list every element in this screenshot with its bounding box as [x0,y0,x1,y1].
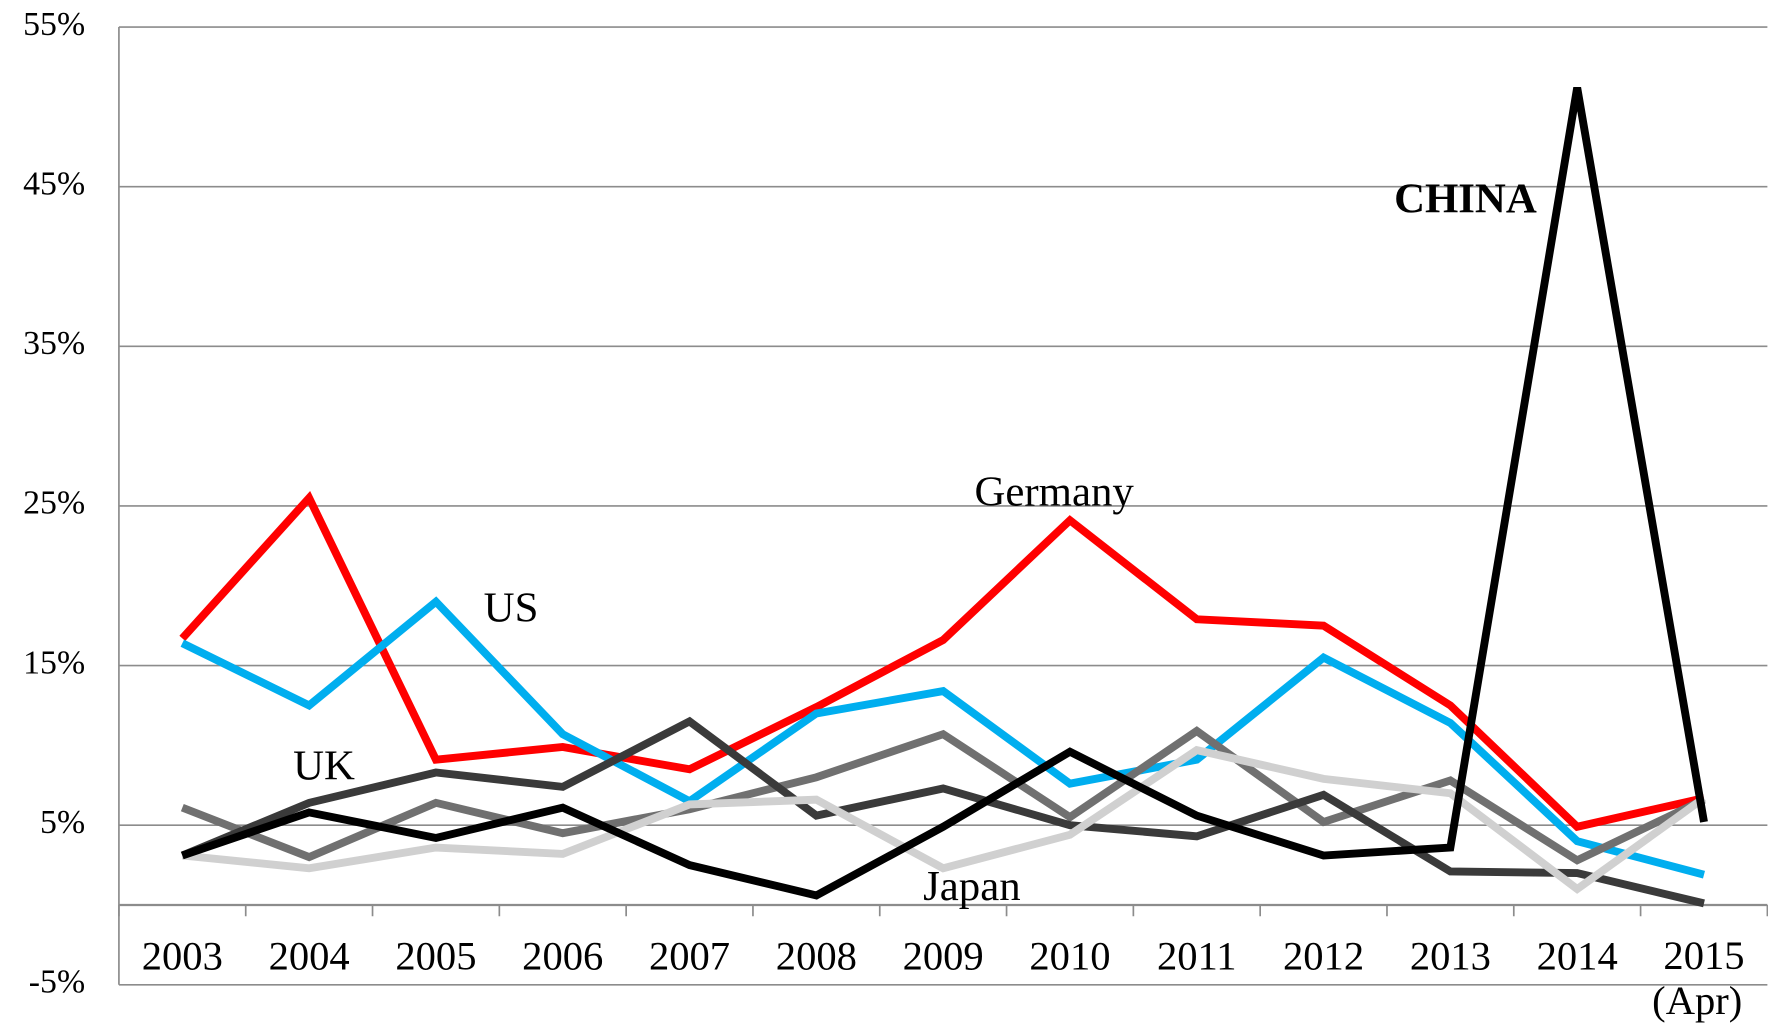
series-label: Germany [975,469,1135,516]
x-tick-label: 2014 [1537,933,1618,978]
x-tick-label: 2015 (Apr) [1652,933,1744,1023]
y-tick-label: 45% [23,165,85,202]
series-line [180,716,1705,908]
series-line [180,726,1706,865]
x-tick-label: 2010 [1029,933,1110,978]
x-tick-label: 2011 [1157,933,1237,978]
series-label: UK [293,742,355,789]
x-tick-label: 2007 [649,933,730,978]
y-tick-label: -5% [29,964,85,1001]
series-label: CHINA [1394,176,1537,223]
x-tick-label: 2013 [1410,933,1491,978]
series-line [181,745,1707,894]
y-tick-label: 35% [23,325,85,362]
x-tick-label: 2006 [522,933,603,978]
series-label: US [484,585,539,632]
series-label: Japan [923,863,1020,910]
series-line [181,87,1708,900]
x-tick-label: 2009 [903,933,984,978]
series-line [180,596,1705,879]
x-tick-label: 2004 [269,933,350,978]
y-tick-label: 5% [40,804,85,841]
series-line [179,490,1705,832]
x-tick-label: 2012 [1283,933,1364,978]
x-tick-label: 2008 [776,933,857,978]
y-tick-label: 25% [23,485,85,522]
x-tick-label: 2005 [395,933,476,978]
y-tick-label: 55% [23,6,85,43]
y-tick-label: 15% [23,644,85,681]
x-tick-label: 2003 [142,933,223,978]
